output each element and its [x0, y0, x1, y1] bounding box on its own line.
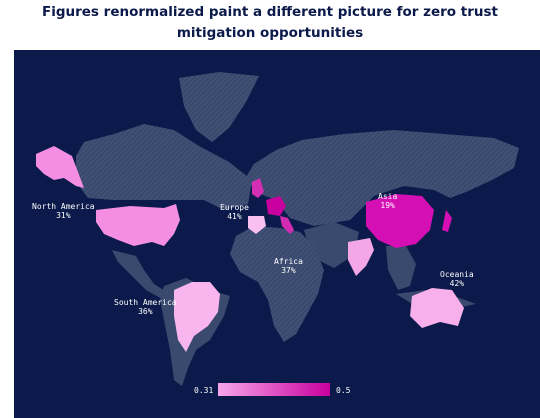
italy-highlight: [280, 216, 294, 234]
southeast-asia-land: [386, 246, 416, 290]
world-map: North America 31% Europe 41% Asia 19% Af…: [14, 50, 540, 418]
central-america-land: [112, 250, 170, 300]
label-asia: Asia 19%: [378, 192, 398, 210]
legend-max-label: 0.5: [336, 386, 351, 395]
central-europe-highlight: [266, 196, 286, 216]
title-line-1: Figures renormalized paint a different p…: [41, 4, 498, 20]
india-highlight: [348, 238, 374, 276]
legend-min-label: 0.31: [194, 386, 214, 395]
land-texture: [76, 72, 519, 342]
australia-highlight: [410, 288, 464, 328]
japan-highlight: [442, 210, 452, 232]
label-europe: Europe 41%: [220, 203, 249, 221]
chart-title: Figures renormalized paint a different p…: [0, 0, 540, 44]
label-north-america: North America 31%: [32, 202, 95, 220]
uk-highlight: [252, 178, 264, 198]
alaska-highlight: [36, 146, 84, 188]
legend-color-scale: [218, 383, 330, 396]
brazil-highlight: [174, 282, 220, 352]
map-svg: [36, 72, 519, 386]
label-africa: Africa 37%: [274, 257, 303, 275]
china-highlight: [366, 194, 434, 248]
title-line-2: mitigation opportunities: [176, 25, 364, 41]
label-oceania: Oceania 42%: [440, 270, 474, 288]
iberia-highlight: [248, 216, 266, 234]
usa-highlight: [96, 204, 180, 246]
label-south-america: South America 36%: [114, 298, 177, 316]
